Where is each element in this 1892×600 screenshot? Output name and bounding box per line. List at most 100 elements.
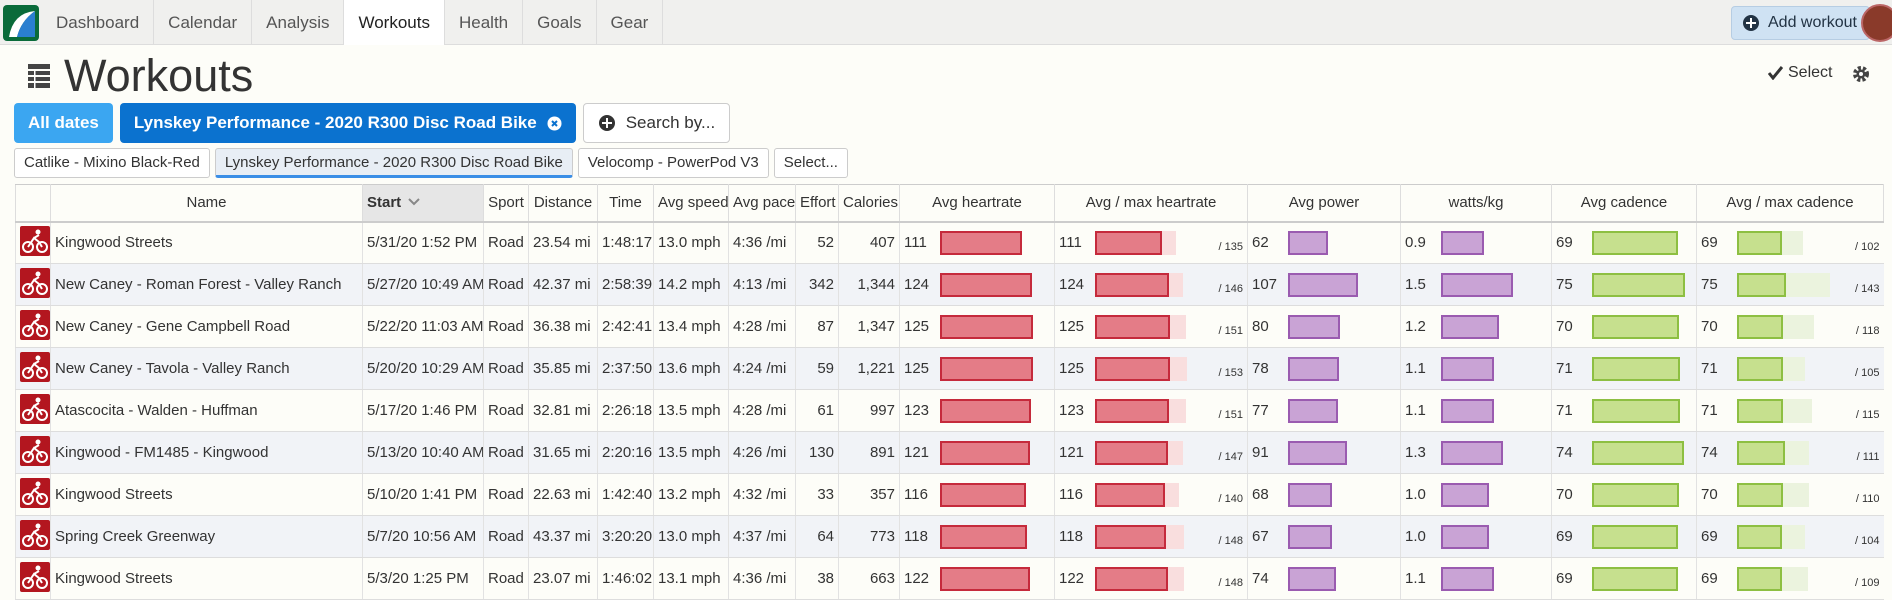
sport-icon-cell — [15, 515, 51, 558]
sport-icon — [20, 351, 50, 382]
table-row[interactable]: New Caney - Roman Forest - Valley Ranch 5… — [15, 263, 1884, 306]
bar — [1592, 566, 1678, 591]
start-cell: 5/10/20 1:41 PM — [362, 473, 484, 516]
cell-value: 111 — [1059, 234, 1082, 252]
bar — [1441, 272, 1513, 297]
cell-value: 1.0 — [1405, 528, 1426, 545]
avg-max-heartrate-cell: 124 / 146 — [1054, 263, 1248, 306]
table-row[interactable]: New Caney - Tavola - Valley Ranch 5/20/20… — [15, 347, 1884, 390]
bar-cell: 1.1 — [1405, 566, 1547, 591]
nav-tab[interactable]: Health — [445, 0, 524, 45]
table-row[interactable]: Atascocita - Walden - Huffman 5/17/20 1:4… — [15, 389, 1884, 432]
avg-speed-cell: 13.6 mph — [653, 347, 729, 390]
effort-cell: 130 — [795, 431, 839, 474]
bar-cell: 121 / 147 — [1059, 440, 1243, 465]
avg-speed-cell: 13.5 mph — [653, 389, 729, 432]
cell-value: 68 — [1252, 486, 1269, 503]
sport-icon — [20, 477, 50, 508]
max-value: / 151 — [1218, 408, 1243, 421]
filters: All dates Lynskey Performance - 2020 R30… — [14, 103, 731, 143]
bar-cell: 71 / 115 — [1701, 398, 1880, 423]
table-row[interactable]: Kingwood Streets 5/3/20 1:25 PM Road 23.07 … — [15, 557, 1884, 600]
nav-tab[interactable]: Goals — [523, 0, 597, 45]
cell-value: 91 — [1252, 444, 1269, 461]
time-cell: 2:58:39 — [597, 263, 654, 306]
sport-cell: Road — [483, 347, 529, 390]
cell-value: 62 — [1252, 234, 1269, 252]
column-header[interactable]: Time — [597, 184, 654, 223]
sport-icon-cell — [15, 557, 51, 600]
nav-tab[interactable]: Calendar — [154, 0, 253, 45]
bike-tab[interactable]: Select... — [773, 148, 848, 178]
bike-tab[interactable]: Catlike - Mixino Black-Red — [14, 148, 210, 178]
cell-value: 78 — [1252, 360, 1269, 377]
column-header[interactable]: Avg heartrate — [899, 184, 1055, 223]
time-cell: 2:26:18 — [597, 389, 654, 432]
remove-filter-icon[interactable] — [547, 116, 562, 131]
cell-value: 1.1 — [1405, 570, 1426, 587]
bar — [1737, 398, 1784, 423]
table-row[interactable]: New Caney - Gene Campbell Road 5/22/20 11… — [15, 305, 1884, 348]
column-header[interactable]: Avg power — [1247, 184, 1401, 223]
bar — [1288, 524, 1332, 549]
all-dates-filter[interactable]: All dates — [14, 103, 113, 143]
settings-gear[interactable] — [1852, 65, 1870, 83]
table-row[interactable]: Spring Creek Greenway 5/7/20 10:56 AM Road… — [15, 515, 1884, 558]
bar-cell: 118 / 148 — [1059, 524, 1243, 549]
column-header[interactable]: Start — [362, 184, 484, 223]
name-cell: Spring Creek Greenway — [50, 515, 363, 558]
cell-value: 71 — [1556, 360, 1573, 377]
bike-tab[interactable]: Velocomp - PowerPod V3 — [577, 148, 769, 178]
avatar[interactable] — [1861, 4, 1892, 42]
column-header[interactable]: Avg cadence — [1551, 184, 1697, 223]
nav-tab[interactable]: Gear — [597, 0, 664, 45]
column-header-label: Avg pace — [733, 194, 796, 212]
nav-tab[interactable]: Workouts — [344, 0, 445, 45]
bar — [1288, 440, 1348, 465]
search-by-button[interactable]: Search by... — [582, 103, 731, 143]
bar-track — [1737, 272, 1830, 297]
nav-tab[interactable]: Dashboard — [42, 0, 155, 45]
sport-icon-cell — [15, 389, 51, 432]
column-header[interactable]: watts/kg — [1400, 184, 1552, 223]
cell-value: 125 — [1059, 360, 1085, 377]
add-workout-button[interactable]: Add workout — [1731, 6, 1870, 40]
avg-pace-cell: 4:32 /mi — [728, 473, 796, 516]
nav-tab[interactable]: Analysis — [252, 0, 345, 45]
watts-per-kg-cell: 1.0 — [1400, 515, 1552, 558]
select-button[interactable]: Select — [1768, 64, 1832, 82]
avg-heartrate-cell: 125 — [899, 347, 1055, 390]
cell-value: 1.3 — [1405, 444, 1426, 461]
cell-value: 75 — [1701, 276, 1718, 293]
avg-max-cadence-cell: 71 / 115 — [1696, 389, 1884, 432]
bar-cell: 80 — [1252, 314, 1396, 339]
column-header[interactable]: Avg speed — [653, 184, 729, 223]
column-header[interactable]: Name — [50, 184, 363, 223]
logo[interactable] — [0, 0, 42, 45]
column-header[interactable]: Sport — [483, 184, 529, 223]
avg-speed-cell: 14.2 mph — [653, 263, 729, 306]
column-header[interactable]: Calories — [838, 184, 900, 223]
bar — [1288, 566, 1337, 591]
cell-value: 122 — [904, 570, 930, 587]
avg-max-cadence-cell: 71 / 105 — [1696, 347, 1884, 390]
bar-cell: 69 — [1556, 524, 1692, 549]
table-row[interactable]: Kingwood Streets 5/10/20 1:41 PM Road 22.63… — [15, 473, 1884, 516]
column-header[interactable]: Avg / max heartrate — [1054, 184, 1248, 223]
column-header[interactable]: Distance — [528, 184, 598, 223]
column-header[interactable]: Avg / max cadence — [1696, 184, 1884, 223]
avg-power-cell: 91 — [1247, 431, 1401, 474]
bike-tab[interactable]: Lynskey Performance - 2020 R300 Disc Roa… — [214, 148, 573, 178]
avg-cadence-cell: 70 — [1551, 305, 1697, 348]
max-value: / 148 — [1218, 534, 1243, 547]
bar — [1441, 398, 1494, 423]
column-header[interactable]: Avg pace — [728, 184, 796, 223]
bar-track — [1737, 440, 1810, 465]
table-row[interactable]: Kingwood Streets 5/31/20 1:52 PM Road 23.54… — [15, 221, 1884, 264]
max-value: / 140 — [1218, 492, 1243, 505]
effort-cell: 64 — [795, 515, 839, 558]
bike-filter[interactable]: Lynskey Performance - 2020 R300 Disc Roa… — [119, 103, 576, 143]
column-header[interactable]: Effort — [795, 184, 839, 223]
table-row[interactable]: Kingwood - FM1485 - Kingwood 5/13/20 10:4… — [15, 431, 1884, 474]
column-header-label: Effort — [800, 194, 836, 212]
